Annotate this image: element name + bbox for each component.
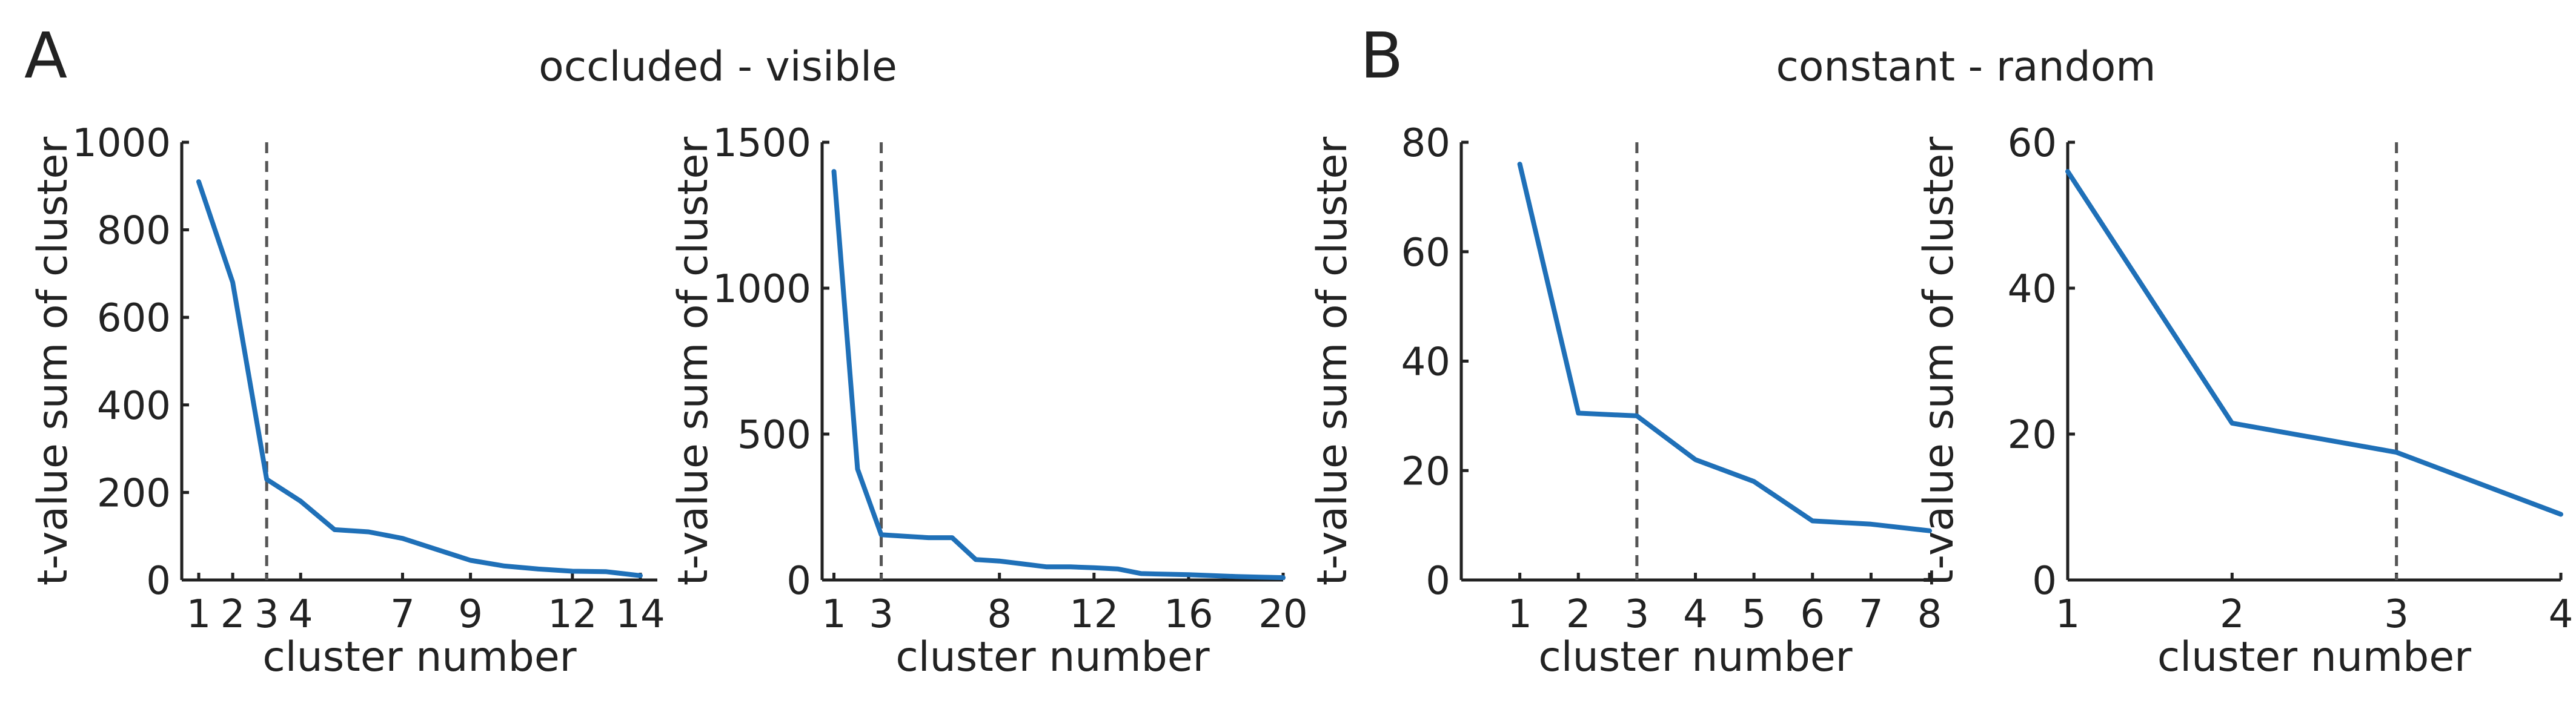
y-tick-label: 800 [97,209,171,254]
x-tick-label: 8 [1917,592,1942,637]
y-tick-label: 60 [2008,121,2057,166]
x-tick-label: 7 [1859,592,1884,637]
x-tick-label: 8 [987,592,1012,637]
y-axis-label: t-value sum of cluster [1309,137,1356,586]
x-tick-label: 7 [390,592,415,637]
y-tick-label: 1500 [712,121,811,166]
x-tick-label: 2 [1566,592,1591,637]
series-line [2065,169,2563,517]
x-tick-label: 1 [187,592,211,637]
y-tick-label: 0 [1426,559,1450,604]
y-tick-label: 40 [2008,267,2057,312]
panel-title-a: occluded - visible [539,43,897,91]
line-chart-4: 0 20 40 60 1 2 3 4 cluster number t-value sum of … [1915,121,2573,681]
y-axis-label: t-value sum of cluster [29,137,77,586]
x-tick-label: 9 [458,592,483,637]
y-tick-label: 400 [97,384,171,429]
x-tick-label: 1 [2056,592,2080,637]
y-tick-label: 20 [1401,449,1450,494]
x-tick-label: 1 [1507,592,1532,637]
y-tick-label: 40 [1401,340,1450,385]
x-axis-label: cluster number [2157,633,2471,681]
y-axis-label: t-value sum of cluster [1915,137,1963,586]
x-tick-label: 4 [2549,592,2574,637]
x-tick-label: 4 [1683,592,1708,637]
x-tick-label: 5 [1742,592,1767,637]
panel-title-b: constant - random [1776,43,2156,91]
y-tick-label: 80 [1401,121,1450,166]
x-tick-label: 20 [1258,592,1307,637]
x-tick-label: 2 [221,592,245,637]
x-tick-label: 16 [1164,592,1213,637]
x-tick-label: 14 [616,592,665,637]
x-tick-label: 3 [2384,592,2409,637]
y-tick-label: 20 [2008,413,2057,458]
series-line [1517,162,1932,533]
x-tick-label: 3 [1625,592,1650,637]
x-tick-label: 3 [869,592,894,637]
x-axis-label: cluster number [895,633,1209,681]
y-tick-label: 0 [786,559,811,604]
x-tick-label: 12 [1069,592,1118,637]
y-axis-label: t-value sum of cluster [669,137,717,586]
x-axis-label: cluster number [1538,633,1852,681]
y-tick-label: 0 [146,559,171,604]
x-tick-label: 3 [254,592,279,637]
panel-letter-b: B [1360,19,1403,93]
y-tick-label: 200 [97,471,171,516]
x-tick-label: 6 [1800,592,1825,637]
x-tick-label: 1 [822,592,846,637]
y-tick-label: 1000 [72,121,171,166]
y-tick-label: 1000 [712,267,811,312]
series-line [196,179,643,578]
y-tick-label: 600 [97,296,171,341]
line-chart-2: 0 500 1000 1500 1 3 8 12 16 20 cluster number t-val… [669,121,1308,681]
x-tick-label: 2 [2220,592,2245,637]
y-tick-label: 60 [1401,231,1450,275]
y-tick-label: 0 [2032,559,2057,604]
panel-letter-a: A [24,19,67,93]
y-tick-label: 500 [737,413,811,458]
line-chart-3: 0 20 40 60 80 1 2 3 4 5 6 7 8 cluster number t-value s… [1309,121,1942,681]
x-tick-label: 4 [288,592,313,637]
series-line [831,169,1286,581]
x-tick-label: 12 [548,592,597,637]
x-axis-label: cluster number [262,633,576,681]
